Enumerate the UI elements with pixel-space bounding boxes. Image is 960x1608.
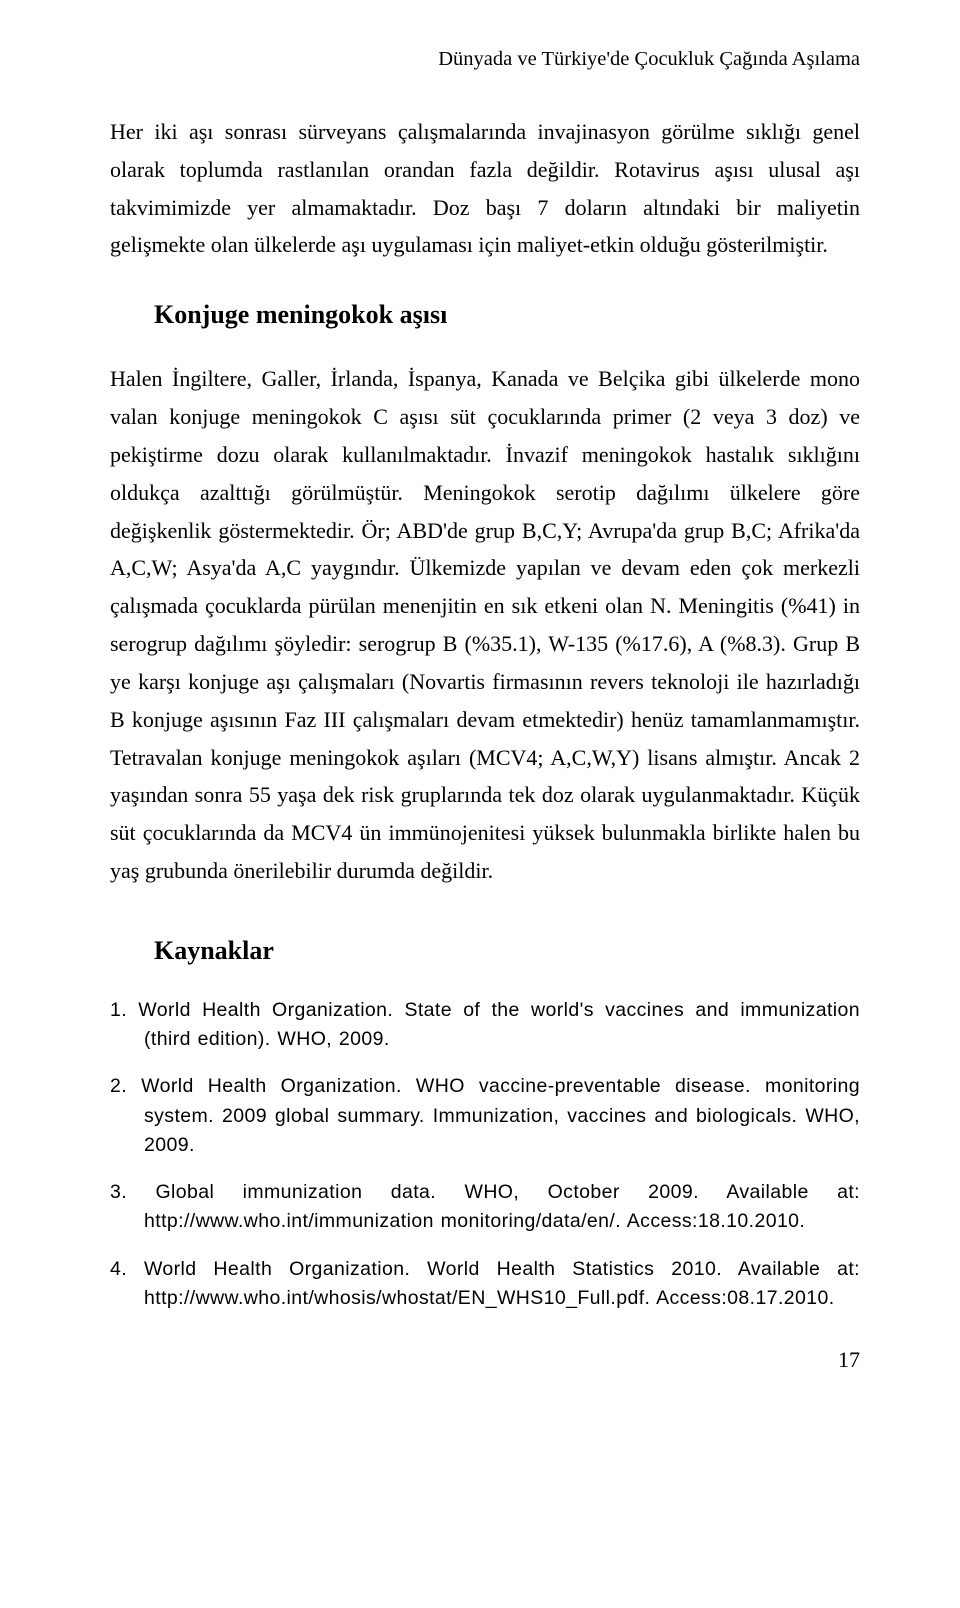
paragraph-intro: Her iki aşı sonrası sürveyans çalışmalar… bbox=[110, 113, 860, 264]
reference-item: 4. World Health Organization. World Heal… bbox=[110, 1255, 860, 1314]
reference-item: 2. World Health Organization. WHO vaccin… bbox=[110, 1072, 860, 1160]
section-heading-konjuge: Konjuge meningokok aşısı bbox=[154, 300, 860, 330]
section-heading-kaynaklar: Kaynaklar bbox=[154, 936, 860, 966]
running-title: Dünyada ve Türkiye'de Çocukluk Çağında A… bbox=[110, 48, 860, 71]
reference-item: 1. World Health Organization. State of t… bbox=[110, 996, 860, 1055]
paragraph-konjuge: Halen İngiltere, Galler, İrlanda, İspany… bbox=[110, 360, 860, 890]
page-number: 17 bbox=[110, 1347, 860, 1373]
references-list: 1. World Health Organization. State of t… bbox=[110, 996, 860, 1313]
reference-item: 3. Global immunization data. WHO, Octobe… bbox=[110, 1178, 860, 1237]
